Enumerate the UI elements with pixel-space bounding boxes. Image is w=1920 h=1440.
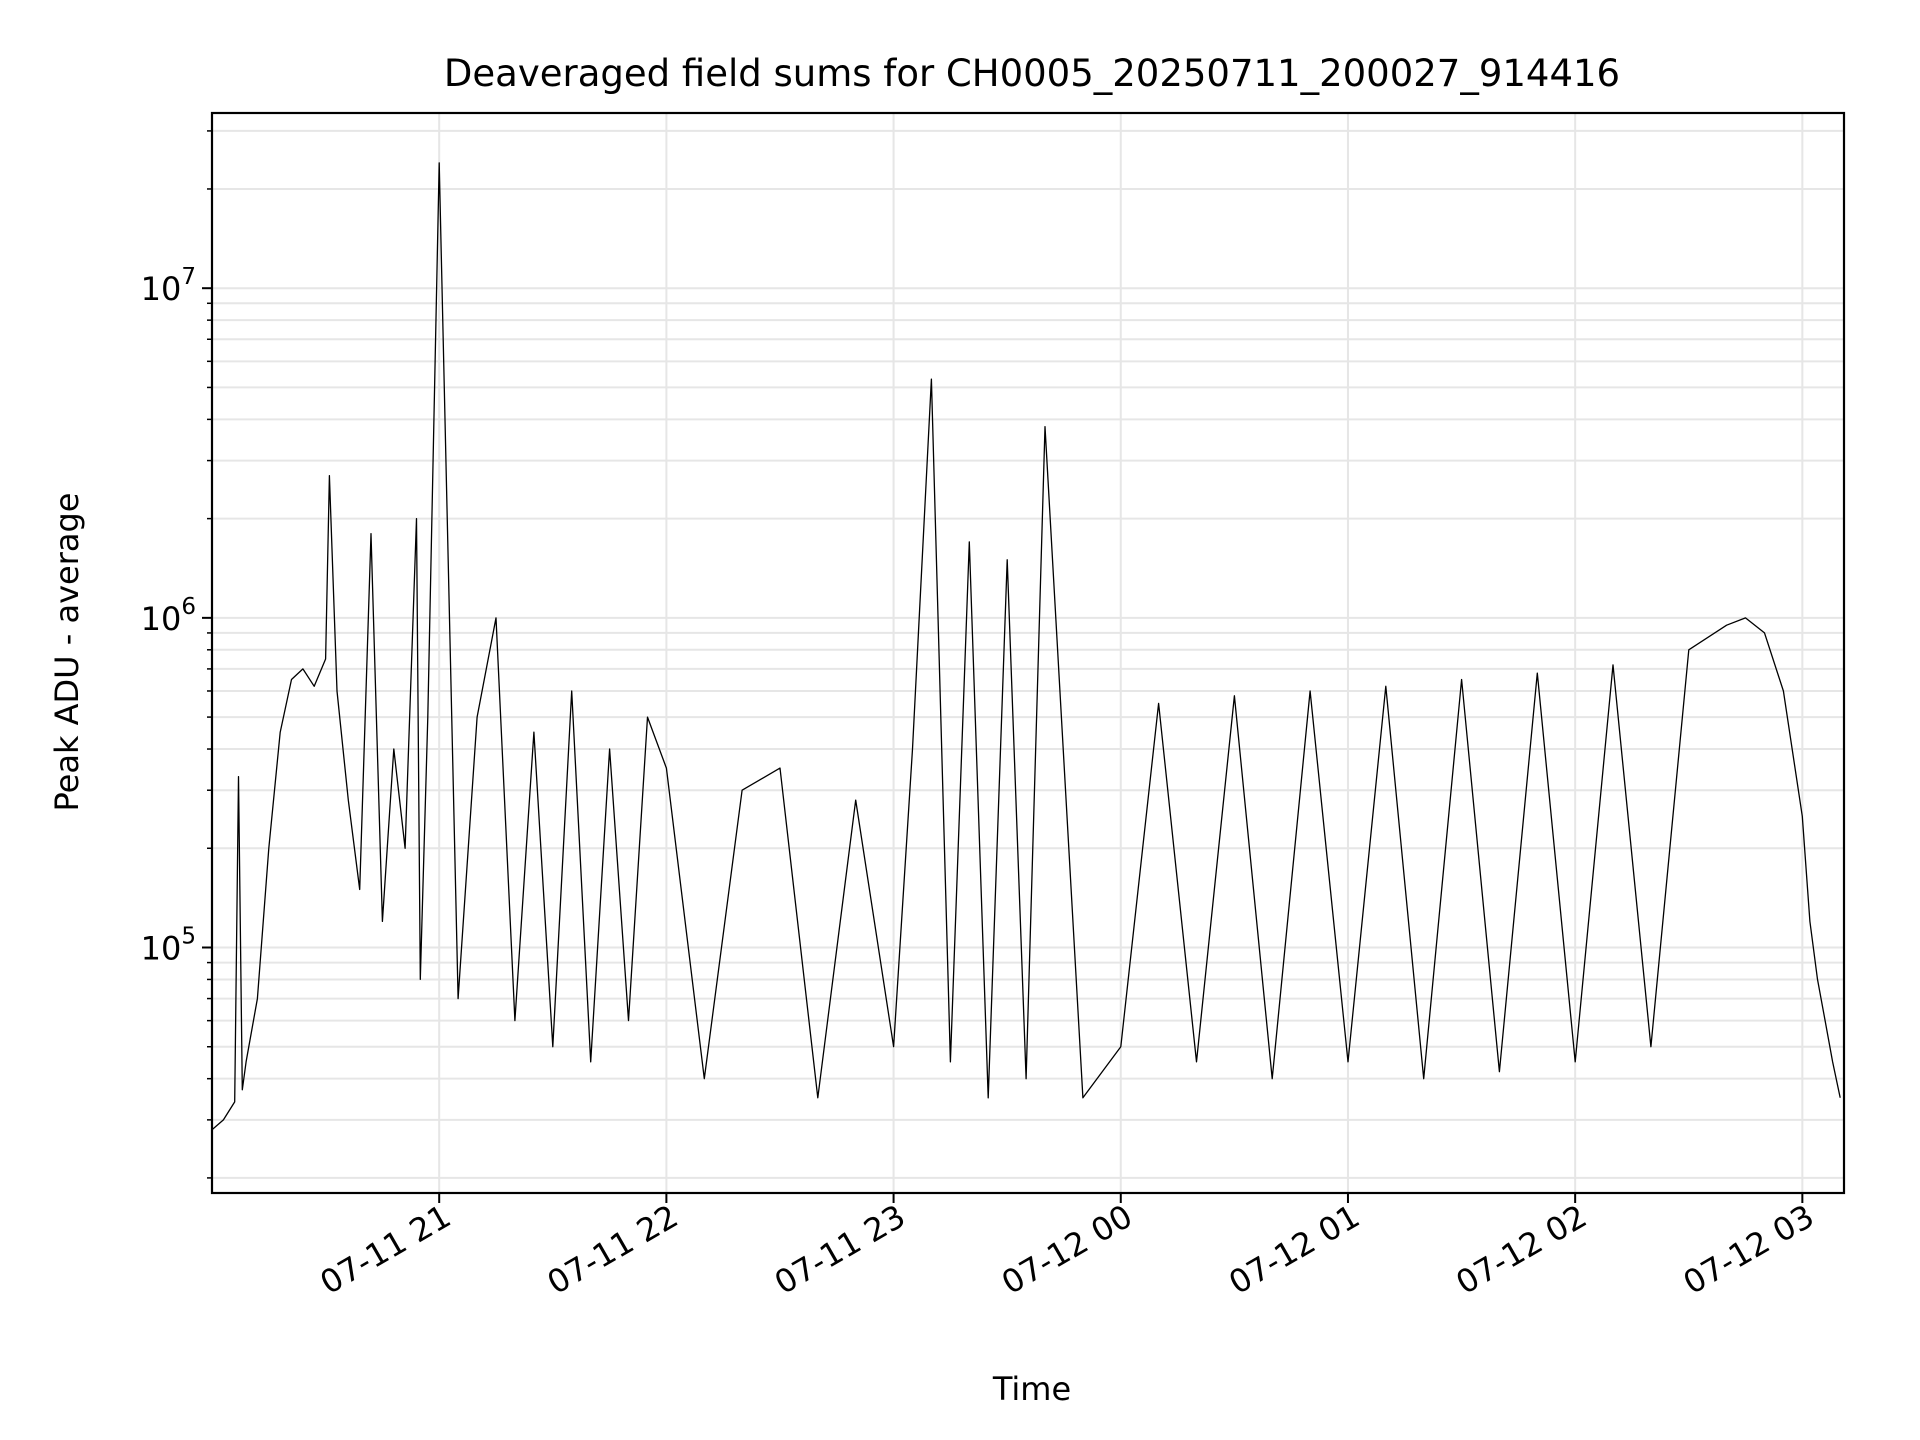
chart-title: Deaveraged field sums for CH0005_2025071… (444, 52, 1620, 95)
grid (212, 113, 1844, 1193)
x-axis-label: Time (992, 1370, 1071, 1408)
series-line (211, 162, 1841, 1131)
plot-frame (210, 111, 1846, 1195)
y-tick-label: 107 (141, 264, 196, 308)
series-group (211, 162, 1841, 1131)
y-tick-label: 106 (141, 594, 196, 638)
y-tick-label: 105 (141, 924, 196, 968)
y-axis-label: Peak ADU - average (48, 493, 86, 812)
y-axis: 105 106 107 (141, 130, 212, 1179)
